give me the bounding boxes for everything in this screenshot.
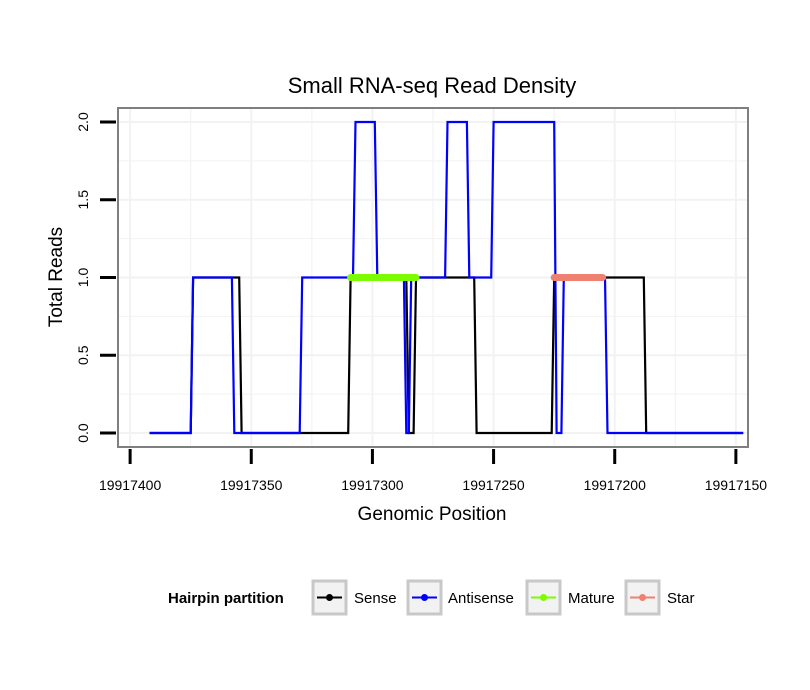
legend-item-sense: Sense [311,579,397,616]
legend-label: Antisense [448,590,514,607]
x-tick-label: 19917150 [705,477,768,493]
x-tick-label: 19917300 [341,477,404,493]
y-tick-label: 0.0 [75,423,91,443]
legend-key-point [421,594,428,601]
plot-lines [149,120,744,435]
legend-title: Hairpin partition [168,590,284,607]
y-tick-label: 1.0 [75,268,91,288]
y-tick-label: 1.5 [75,190,91,210]
chart-title: Small RNA-seq Read Density [288,73,577,98]
legend-item-mature: Mature [525,579,615,616]
y-tick-label: 2.0 [75,112,91,132]
x-tick-label: 19917350 [220,477,283,493]
x-tick-label: 19917250 [462,477,525,493]
legend-item-star: Star [624,579,695,616]
legend-label: Star [667,590,695,607]
series-antisense-line [149,120,744,435]
y-axis-title: Total Reads [46,227,67,327]
x-tick-label: 19917400 [99,477,162,493]
x-tick-label: 19917200 [584,477,647,493]
legend-key-point [326,594,333,601]
legend-label: Sense [354,590,397,607]
x-axis: 19917400 19917350 19917300 19917250 19917200… [99,449,767,493]
legend: Hairpin partition Sense Antisense Mature St… [168,579,695,616]
y-tick-label: 0.5 [75,345,91,365]
legend-key-point [540,594,547,601]
x-axis-title: Genomic Position [358,504,507,525]
legend-item-antisense: Antisense [406,579,514,616]
y-axis: 0.0 0.5 1.0 1.5 2.0 [75,112,116,443]
legend-label: Mature [568,590,615,607]
legend-key-point [639,594,646,601]
